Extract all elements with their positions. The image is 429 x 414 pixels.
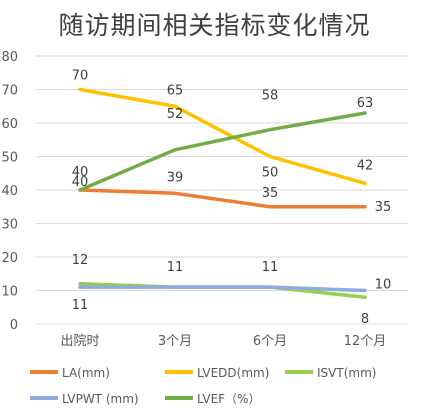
data-label: 63 <box>357 96 374 111</box>
data-label: 42 <box>357 158 374 173</box>
x-tick-label: 出院时 <box>60 334 99 349</box>
y-tick-label: 0 <box>10 318 18 333</box>
y-tick-label: 10 <box>1 285 18 300</box>
data-label: 58 <box>262 89 279 104</box>
legend-label: LVEF（%） <box>197 392 260 406</box>
data-label: 11 <box>72 298 89 313</box>
y-tick-label: 60 <box>1 117 18 132</box>
data-label: 10 <box>375 278 392 293</box>
legend-label: LA(mm) <box>62 366 110 380</box>
data-label: 40 <box>72 165 89 180</box>
y-tick-label: 40 <box>1 184 18 199</box>
legend-item: LVPWT (mm) <box>30 392 139 406</box>
data-label: 11 <box>167 260 184 275</box>
x-tick-label: 12个月 <box>344 334 387 349</box>
series-line <box>78 111 367 192</box>
legend-item: LA(mm) <box>30 366 110 380</box>
data-label: 39 <box>167 170 184 185</box>
y-tick-label: 30 <box>1 218 18 233</box>
data-label: 65 <box>167 83 184 98</box>
data-label: 70 <box>72 69 89 84</box>
y-tick-label: 70 <box>1 84 18 99</box>
series-line <box>78 285 367 293</box>
series-line <box>78 188 367 209</box>
data-label: 12 <box>72 253 89 268</box>
data-label: 8 <box>361 312 369 327</box>
chart-title: 随访期间相关指标变化情况 <box>58 11 371 40</box>
data-label: 35 <box>375 200 392 215</box>
legend-label: LVPWT (mm) <box>62 392 139 406</box>
y-tick-label: 50 <box>1 151 18 166</box>
legend-item: ISVT(mm) <box>285 366 376 380</box>
x-tick-label: 3个月 <box>158 334 192 349</box>
data-label: 40 <box>72 175 89 190</box>
legend-item: LVEF（%） <box>165 392 260 406</box>
y-tick-label: 20 <box>1 251 18 266</box>
legend-label: ISVT(mm) <box>317 366 376 380</box>
data-label: 35 <box>262 186 279 201</box>
data-label: 52 <box>167 107 184 122</box>
legend-item: LVEDD(mm) <box>165 366 269 380</box>
data-label: 50 <box>262 166 279 181</box>
y-tick-label: 80 <box>1 50 18 65</box>
series-line <box>78 87 367 186</box>
x-tick-label: 6个月 <box>253 334 287 349</box>
data-label: 11 <box>262 260 279 275</box>
legend-label: LVEDD(mm) <box>197 366 269 380</box>
